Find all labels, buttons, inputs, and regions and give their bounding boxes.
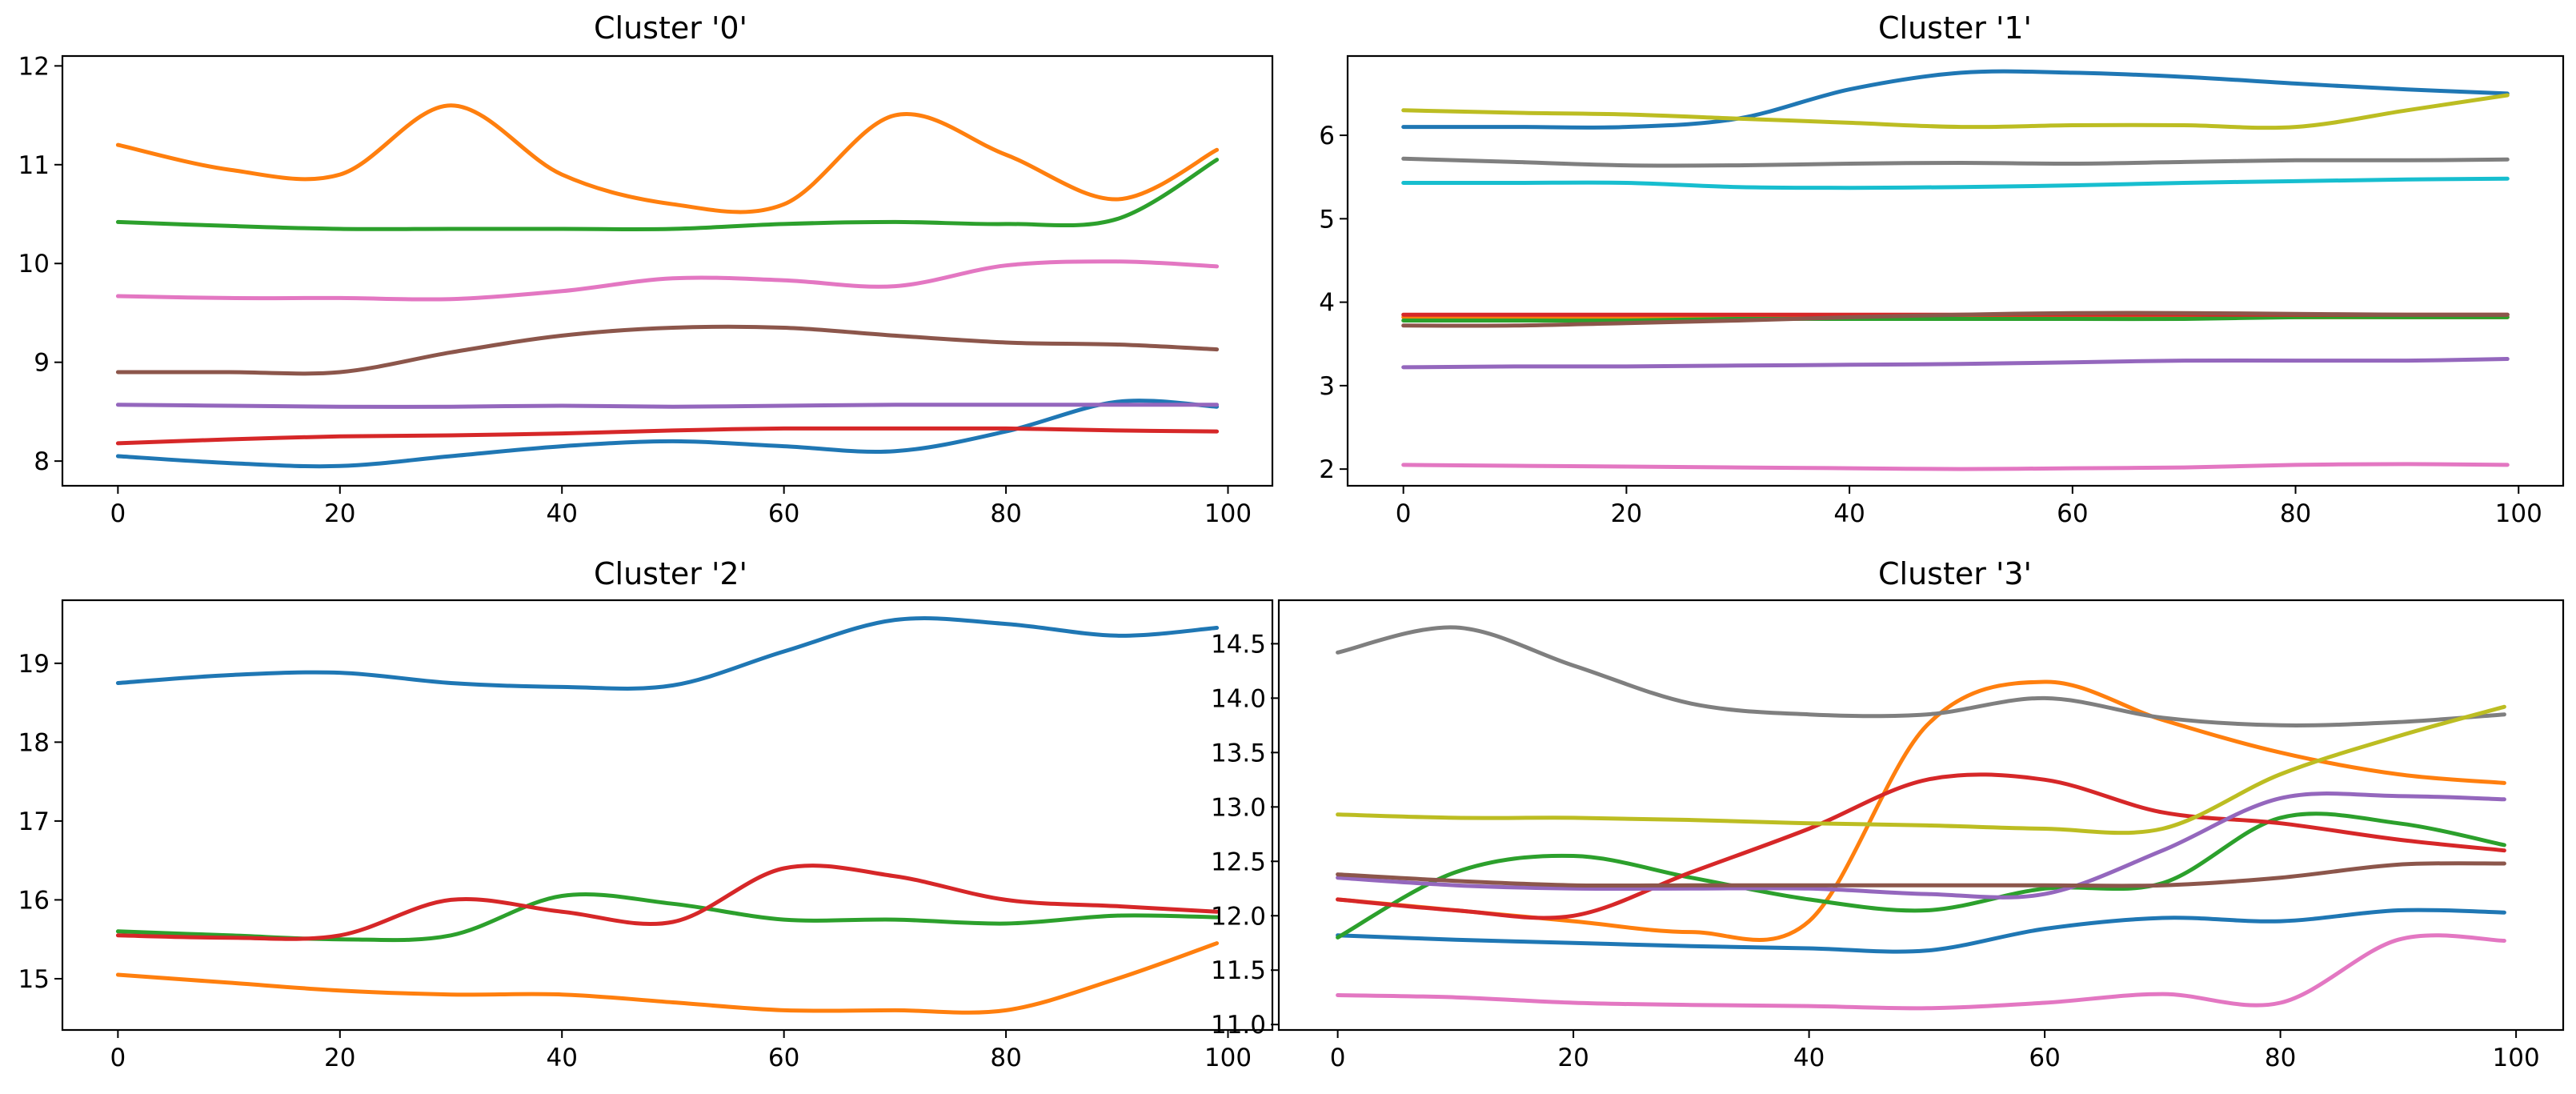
series-line-s0 xyxy=(1336,908,2506,954)
series-line-s3 xyxy=(115,426,1220,446)
series-line-s0 xyxy=(115,399,1220,469)
subplot-title: Cluster '1' xyxy=(1878,10,2032,46)
x-tick-label: 0 xyxy=(110,1044,126,1072)
x-tick-label: 40 xyxy=(1793,1044,1825,1072)
y-tick-label: 16 xyxy=(18,886,50,915)
x-tick-label: 0 xyxy=(1396,499,1412,528)
subplot-title: Cluster '2' xyxy=(594,556,747,591)
series-line-s5 xyxy=(115,324,1220,376)
y-tick-label: 9 xyxy=(34,349,50,378)
y-tick-label: 17 xyxy=(18,807,50,836)
series-line-s5 xyxy=(1401,311,2510,328)
x-tick-label: 80 xyxy=(2280,499,2311,528)
series-line-s9 xyxy=(1401,176,2510,190)
series-line-s4 xyxy=(1401,357,2510,370)
y-tick-label: 8 xyxy=(34,447,50,476)
subplot-cluster-2: Cluster '2' 0 20 40 60 80 100 15 16 17 18 19 xyxy=(18,556,1274,1072)
series-line-s1 xyxy=(115,941,1220,1015)
subplot-cluster-0: Cluster '0' 0 20 40 60 80 100 8 9 10 11 12 xyxy=(18,10,1274,528)
y-tick-label: 2 xyxy=(1319,455,1335,484)
x-tick-label: 0 xyxy=(110,499,126,528)
y-tick-label: 18 xyxy=(18,728,50,757)
y-tick-label: 12.0 xyxy=(1211,902,1266,931)
x-tick-label: 60 xyxy=(768,499,799,528)
x-tick-label: 100 xyxy=(1204,1044,1252,1072)
axes-frame xyxy=(61,54,1274,487)
x-tick-label: 60 xyxy=(768,1044,799,1072)
series-line-s4 xyxy=(1336,791,2506,900)
x-tick-label: 0 xyxy=(1330,1044,1346,1072)
y-tick-label: 14.0 xyxy=(1211,684,1266,713)
x-tick-label: 100 xyxy=(2493,1044,2540,1072)
series-line-s8 xyxy=(1401,93,2510,130)
series-line-s2 xyxy=(115,158,1220,231)
y-tick-label: 5 xyxy=(1319,205,1335,234)
y-tick-label: 3 xyxy=(1319,372,1335,401)
x-tick-label: 100 xyxy=(1204,499,1252,528)
x-tick-label: 20 xyxy=(1557,1044,1588,1072)
x-tick-label: 80 xyxy=(2265,1044,2296,1072)
y-tick-label: 10 xyxy=(18,250,50,279)
series-line-s5 xyxy=(1336,861,2506,888)
subplot-cluster-3: Cluster '3' 0 20 40 60 80 100 11.0 11.5 12.0 12.5… xyxy=(1211,556,2565,1072)
y-tick-label: 12 xyxy=(18,52,50,81)
subplot-title: Cluster '0' xyxy=(594,10,747,46)
y-tick-label: 12.5 xyxy=(1211,848,1266,876)
plot-area xyxy=(1336,625,2506,1011)
subplot-cluster-1: Cluster '1' 0 20 40 60 80 100 2 3 4 5 6 xyxy=(1319,10,2565,528)
series-line-s3 xyxy=(1336,772,2506,920)
plot-area xyxy=(1401,69,2510,471)
series-line-s1 xyxy=(115,103,1220,214)
y-tick-label: 11.0 xyxy=(1211,1011,1266,1040)
series-line-s7 xyxy=(1401,156,2510,168)
y-tick-label: 14.5 xyxy=(1211,630,1266,659)
x-tick-label: 40 xyxy=(1833,499,1865,528)
series-line-s3 xyxy=(115,864,1220,941)
series-line-s0 xyxy=(1401,69,2510,130)
axes-frame xyxy=(61,599,1274,1032)
y-tick-label: 4 xyxy=(1319,289,1335,318)
series-line-s8 xyxy=(1336,704,2506,836)
y-tick-label: 11 xyxy=(18,151,50,180)
plot-area xyxy=(115,103,1220,469)
axes-frame xyxy=(1277,599,2565,1032)
x-tick-label: 80 xyxy=(990,1044,1021,1072)
series-line-s2 xyxy=(1336,811,2506,940)
series-line-s7 xyxy=(1336,625,2506,727)
y-tick-label: 15 xyxy=(18,965,50,994)
series-line-s6 xyxy=(1401,462,2510,471)
x-tick-label: 100 xyxy=(2495,499,2542,528)
plot-area xyxy=(115,616,1220,1015)
x-tick-label: 20 xyxy=(1611,499,1642,528)
y-tick-label: 19 xyxy=(18,650,50,679)
y-tick-label: 11.5 xyxy=(1211,956,1266,985)
y-tick-label: 13.5 xyxy=(1211,739,1266,767)
x-tick-label: 40 xyxy=(546,1044,577,1072)
series-line-s4 xyxy=(115,403,1220,409)
x-tick-label: 60 xyxy=(2057,499,2088,528)
y-tick-label: 6 xyxy=(1319,122,1335,150)
series-line-s6 xyxy=(1336,933,2506,1011)
x-tick-label: 40 xyxy=(546,499,577,528)
y-tick-label: 13.0 xyxy=(1211,793,1266,822)
x-tick-label: 20 xyxy=(324,499,355,528)
x-tick-label: 20 xyxy=(324,1044,355,1072)
subplot-title: Cluster '3' xyxy=(1878,556,2032,591)
x-tick-label: 80 xyxy=(990,499,1021,528)
series-line-s6 xyxy=(115,259,1220,302)
series-line-s2 xyxy=(1401,315,2510,323)
series-line-s0 xyxy=(115,616,1220,691)
x-tick-label: 60 xyxy=(2029,1044,2060,1072)
axes-frame xyxy=(1346,54,2565,487)
